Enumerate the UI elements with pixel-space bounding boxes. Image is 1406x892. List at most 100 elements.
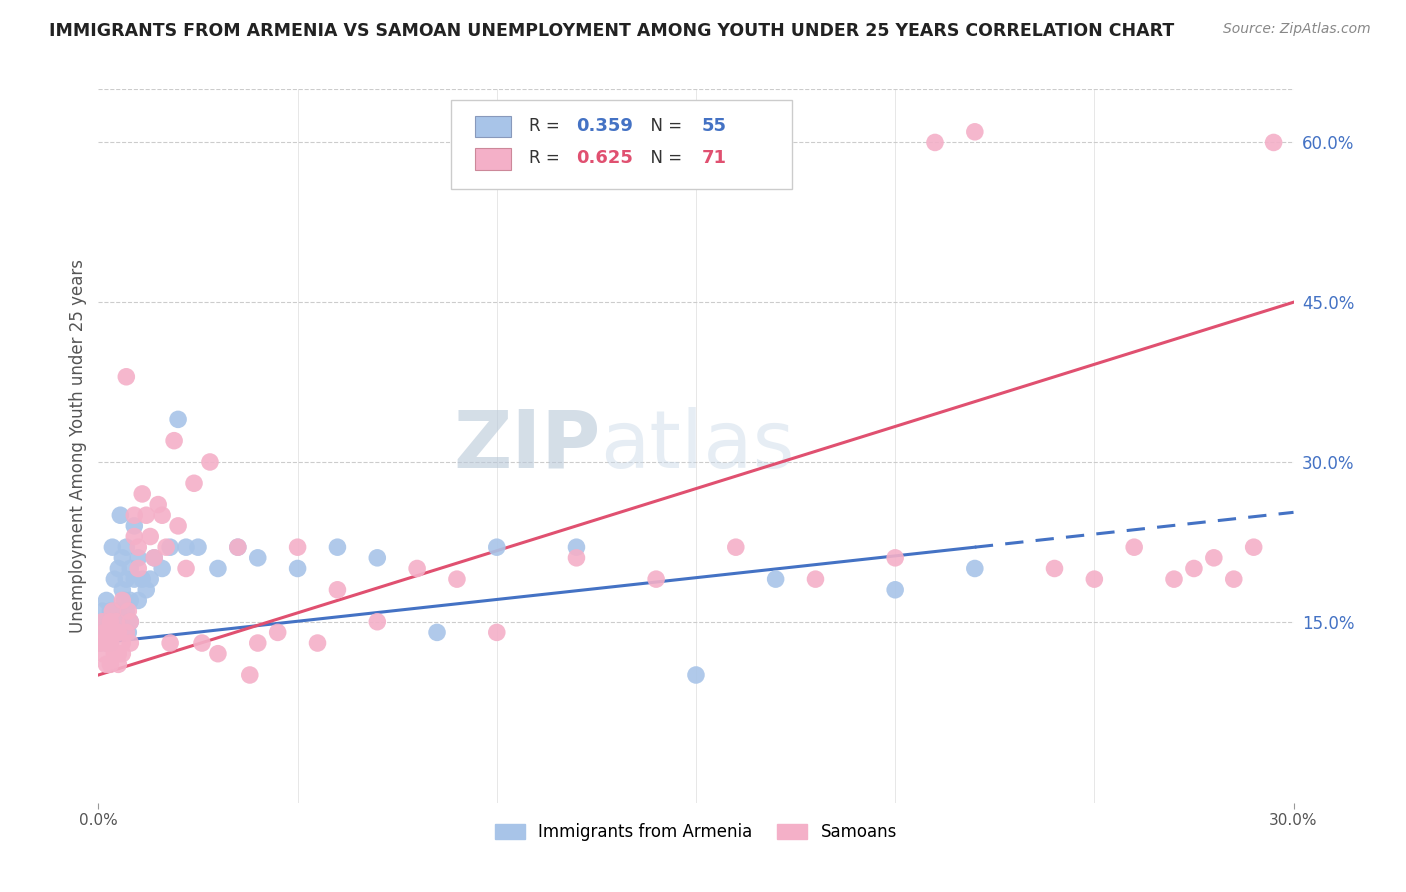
Point: [120, 636, 142, 650]
FancyBboxPatch shape: [451, 100, 792, 189]
Point: [124, 529, 146, 543]
Text: 0.625: 0.625: [576, 150, 633, 168]
Point: [127, 593, 149, 607]
Point: [111, 636, 134, 650]
Text: ZIP: ZIP: [453, 407, 600, 485]
Point: [96, 636, 118, 650]
Point: [105, 604, 128, 618]
Point: [163, 434, 186, 448]
Point: [267, 625, 290, 640]
Point: [139, 572, 162, 586]
Point: [127, 540, 149, 554]
Point: [107, 561, 129, 575]
Point: [107, 625, 129, 640]
Point: [724, 540, 747, 554]
Point: [91, 615, 114, 629]
Point: [963, 561, 986, 575]
Point: [120, 593, 142, 607]
Point: [246, 550, 269, 565]
Point: [107, 604, 129, 618]
Point: [103, 625, 125, 640]
Point: [884, 550, 907, 565]
Point: [111, 550, 134, 565]
Point: [485, 625, 508, 640]
Point: [143, 550, 166, 565]
Point: [103, 647, 125, 661]
Point: [103, 625, 125, 640]
Point: [117, 604, 139, 618]
Text: Source: ZipAtlas.com: Source: ZipAtlas.com: [1223, 22, 1371, 37]
Point: [326, 540, 349, 554]
Point: [103, 572, 125, 586]
Text: 0.359: 0.359: [576, 117, 633, 135]
Text: 55: 55: [702, 117, 727, 135]
Point: [135, 508, 157, 523]
Point: [91, 604, 114, 618]
Point: [131, 487, 153, 501]
Point: [207, 561, 229, 575]
Point: [96, 636, 118, 650]
Point: [167, 519, 190, 533]
Text: R =: R =: [529, 150, 565, 168]
Point: [120, 561, 142, 575]
Point: [565, 550, 588, 565]
Text: N =: N =: [640, 117, 688, 135]
Point: [1182, 561, 1205, 575]
Point: [366, 550, 388, 565]
Point: [1223, 572, 1246, 586]
Point: [150, 561, 173, 575]
Point: [98, 604, 122, 618]
Point: [101, 604, 124, 618]
Point: [91, 647, 114, 661]
Point: [107, 647, 129, 661]
Point: [111, 593, 134, 607]
Text: N =: N =: [640, 150, 688, 168]
Point: [96, 593, 118, 607]
Point: [1243, 540, 1265, 554]
Point: [155, 540, 177, 554]
Point: [127, 561, 149, 575]
Point: [115, 540, 138, 554]
Point: [924, 136, 946, 150]
Point: [804, 572, 827, 586]
Point: [98, 615, 122, 629]
Point: [406, 561, 429, 575]
Point: [111, 615, 134, 629]
Point: [96, 657, 118, 672]
Point: [307, 636, 329, 650]
Point: [131, 572, 153, 586]
Point: [117, 625, 139, 640]
Point: [366, 615, 388, 629]
Point: [1123, 540, 1146, 554]
Point: [124, 519, 146, 533]
Point: [105, 615, 128, 629]
Point: [884, 582, 907, 597]
Point: [239, 668, 262, 682]
Point: [97, 625, 120, 640]
Point: [91, 625, 114, 640]
Text: IMMIGRANTS FROM ARMENIA VS SAMOAN UNEMPLOYMENT AMONG YOUTH UNDER 25 YEARS CORREL: IMMIGRANTS FROM ARMENIA VS SAMOAN UNEMPL…: [49, 22, 1174, 40]
Point: [98, 636, 122, 650]
Point: [1163, 572, 1185, 586]
Point: [124, 572, 146, 586]
Point: [226, 540, 249, 554]
Point: [110, 508, 132, 523]
Point: [98, 657, 122, 672]
Point: [226, 540, 249, 554]
Point: [93, 625, 115, 640]
Point: [148, 498, 170, 512]
Point: [685, 668, 707, 682]
Point: [246, 636, 269, 650]
Point: [93, 615, 115, 629]
Point: [97, 625, 120, 640]
Point: [98, 615, 122, 629]
Point: [187, 540, 209, 554]
Point: [198, 455, 221, 469]
Point: [101, 540, 124, 554]
Point: [107, 625, 129, 640]
Text: atlas: atlas: [600, 407, 794, 485]
Point: [159, 540, 181, 554]
Point: [112, 593, 135, 607]
Point: [115, 604, 138, 618]
Text: 71: 71: [702, 150, 727, 168]
